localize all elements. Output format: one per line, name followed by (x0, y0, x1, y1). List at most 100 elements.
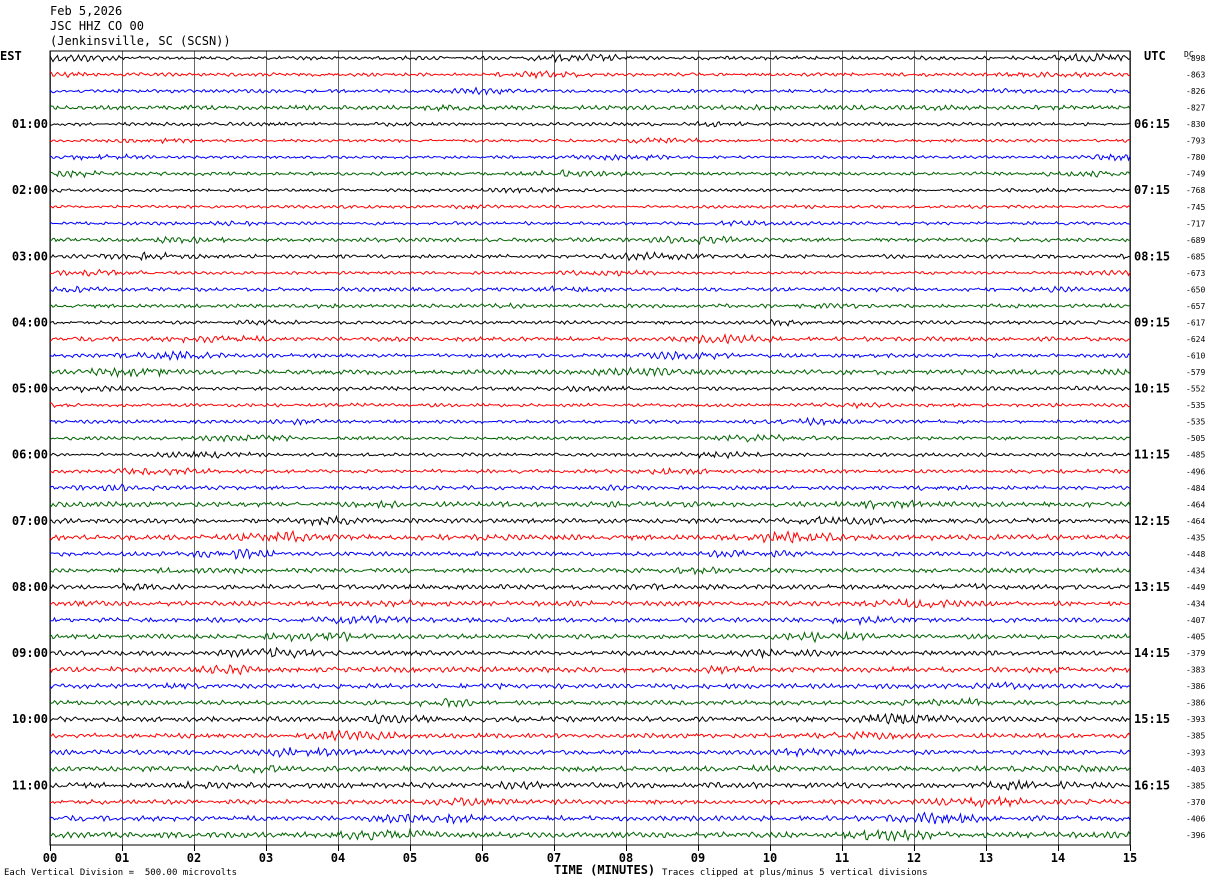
dc-offset-labels: -898 -863 -826 -827 -830 -793 -780 -749 -768 -745… (1186, 54, 1205, 840)
trace-line (49, 548, 1131, 560)
trace-line (49, 318, 1131, 327)
trace-line (49, 169, 1131, 179)
plot-frame (49, 50, 1131, 846)
right-hour-label: 14:15 (1134, 646, 1170, 660)
dc-offset-label: -579 (1186, 368, 1205, 377)
trace-line (49, 187, 1131, 194)
trace-line (49, 384, 1131, 394)
left-hour-label: 02:00 (12, 183, 48, 197)
trace-line (49, 729, 1131, 742)
left-hour-labels: 01:00 02:00 03:00 04:00 05:00 06:00 07:00 08:00… (12, 117, 48, 792)
dc-offset-label: -396 (1186, 831, 1205, 840)
x-tick-label: 07 (547, 851, 561, 865)
x-tick-label: 06 (475, 851, 489, 865)
dc-offset-label: -386 (1186, 682, 1205, 691)
dc-offset-label: -624 (1186, 335, 1205, 344)
trace-line (49, 763, 1131, 775)
trace-line (49, 566, 1131, 576)
dc-offset-label: -749 (1186, 170, 1205, 179)
trace-line (49, 86, 1131, 96)
trace-line (49, 137, 1131, 145)
right-hour-label: 10:15 (1134, 382, 1170, 396)
dc-offset-label: -535 (1186, 418, 1205, 427)
x-tick-label: 02 (187, 851, 201, 865)
trace-line (49, 499, 1131, 511)
right-hour-label: 07:15 (1134, 183, 1170, 197)
trace-line (49, 483, 1131, 492)
dc-offset-label: -768 (1186, 186, 1205, 195)
trace-line (49, 582, 1131, 592)
trace-line (49, 268, 1131, 277)
dc-offset-label: -383 (1186, 666, 1205, 675)
x-tick-label: 15 (1123, 851, 1137, 865)
minute-gridlines (49, 50, 1131, 851)
dc-offset-label: -535 (1186, 401, 1205, 410)
trace-line (49, 433, 1131, 443)
left-timezone-label: EST (0, 49, 22, 63)
x-tick-label: 03 (259, 851, 273, 865)
x-tick-label: 01 (115, 851, 129, 865)
trace-line (49, 514, 1131, 527)
left-hour-label: 11:00 (12, 778, 48, 792)
trace-line (49, 153, 1131, 162)
dc-offset-label: -406 (1186, 814, 1205, 823)
dc-offset-label: -505 (1186, 434, 1205, 443)
scale-note: Each Vertical Division = 500.00 microvol… (4, 868, 237, 878)
trace-line (49, 70, 1131, 80)
left-hour-label: 07:00 (12, 514, 48, 528)
trace-line (49, 466, 1131, 477)
x-tick-label: 12 (907, 851, 921, 865)
clip-note: Traces clipped at plus/minus 5 vertical … (662, 868, 928, 878)
dc-offset-label: -449 (1186, 583, 1205, 592)
dc-offset-label: -386 (1186, 699, 1205, 708)
x-tick-label: 10 (763, 851, 777, 865)
trace-line (49, 402, 1130, 410)
dc-offset-label: -610 (1186, 352, 1205, 361)
dc-offset-label: -689 (1186, 236, 1205, 245)
trace-line (49, 680, 1131, 691)
trace-line (49, 416, 1131, 427)
dc-offset-label: -434 (1186, 566, 1205, 575)
x-tick-label: 14 (1051, 851, 1065, 865)
trace-line (49, 795, 1131, 809)
dc-offset-label: -385 (1186, 732, 1205, 741)
dc-offset-label: -826 (1186, 87, 1205, 96)
left-hour-label: 10:00 (12, 712, 48, 726)
left-hour-label: 06:00 (12, 448, 48, 462)
trace-line (49, 712, 1131, 725)
right-hour-labels: 06:15 07:15 08:15 09:15 10:15 11:15 12:15 13:15… (1134, 117, 1170, 792)
left-hour-label: 04:00 (12, 315, 48, 329)
x-tick-label: 00 (43, 851, 57, 865)
trace-line (49, 778, 1131, 791)
right-hour-label: 16:15 (1134, 778, 1170, 792)
x-tick-label: 13 (979, 851, 993, 865)
dc-offset-label: -434 (1186, 599, 1205, 608)
dc-offset-label: -673 (1186, 269, 1205, 278)
right-timezone-label: UTC (1144, 49, 1166, 63)
dc-offset-label: -464 (1186, 500, 1205, 509)
dc-offset-label: -484 (1186, 484, 1205, 493)
seismic-traces (49, 52, 1131, 843)
trace-line (49, 529, 1131, 544)
trace-line (49, 350, 1131, 361)
dc-offset-label: -745 (1186, 203, 1205, 212)
trace-line (49, 235, 1131, 246)
trace-line (49, 827, 1131, 843)
right-hour-label: 11:15 (1134, 448, 1170, 462)
dc-offset-label: -407 (1186, 616, 1205, 625)
dc-offset-label: -898 (1186, 54, 1205, 63)
x-tick-label: 05 (403, 851, 417, 865)
dc-offset-label: -405 (1186, 633, 1205, 642)
dc-offset-label: -793 (1186, 137, 1205, 146)
dc-offset-label: -435 (1186, 533, 1205, 542)
x-tick-label: 09 (691, 851, 705, 865)
left-hour-label: 01:00 (12, 117, 48, 131)
location-label: (Jenkinsville, SC (SCSN)) (50, 34, 231, 48)
date-label: Feb 5,2026 (50, 4, 123, 18)
trace-line (49, 333, 1131, 345)
x-tick-label: 04 (331, 851, 345, 865)
dc-offset-label: -863 (1186, 71, 1205, 80)
dc-offset-label: -552 (1186, 385, 1205, 394)
right-hour-label: 08:15 (1134, 249, 1170, 263)
